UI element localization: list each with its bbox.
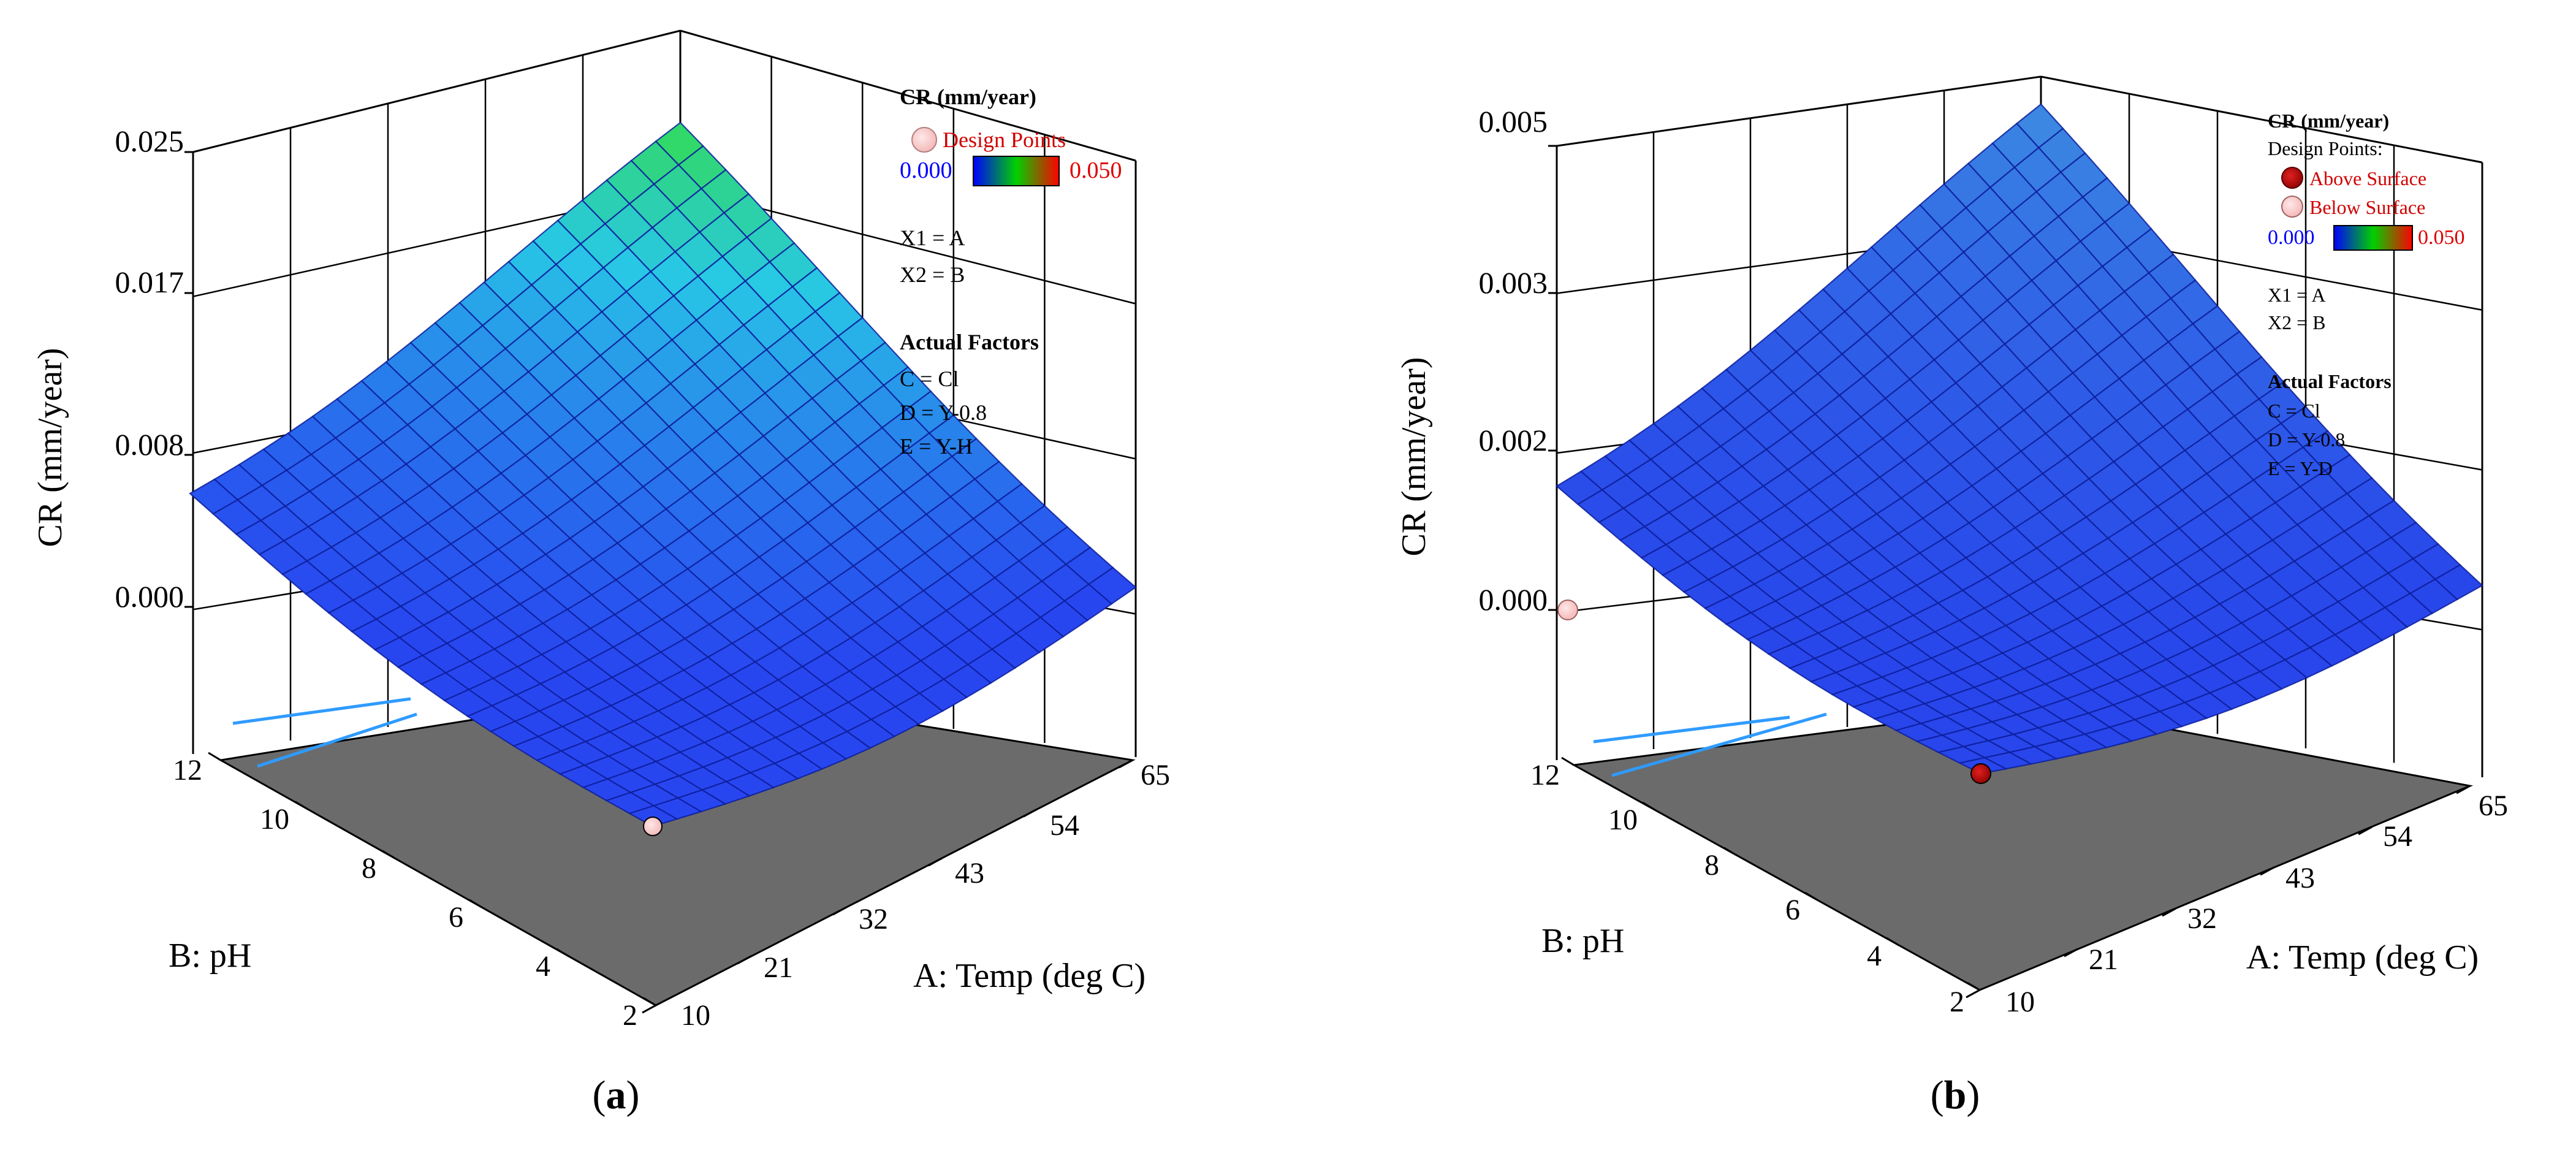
panel-b-x1-label: X1 = A bbox=[2268, 284, 2326, 306]
panel-b-scale-min: 0.000 bbox=[2268, 226, 2315, 249]
panel-b-design-point-above bbox=[1970, 763, 1991, 784]
panel-b-surface bbox=[1556, 103, 2483, 775]
panel-b-above-surface-marker bbox=[2281, 167, 2303, 189]
surface-cell bbox=[628, 805, 679, 828]
panel-a-y-tick: 10 bbox=[260, 803, 289, 836]
panel-a-x-tick-marks bbox=[642, 759, 1133, 1014]
panel-b-factor: E = Y-D bbox=[2268, 457, 2333, 479]
panel-b-y-tick-labels: 2 4 6 8 10 12 bbox=[1530, 759, 1964, 1018]
panel-a-y-axis-label: B: pH bbox=[169, 937, 251, 975]
panel-b-factor: D = Y-0.8 bbox=[2268, 428, 2345, 451]
panel-a-color-bar bbox=[973, 156, 1060, 186]
panel-a-factor: D = Y-0.8 bbox=[900, 400, 987, 425]
panel-a-design-points-marker bbox=[911, 127, 937, 153]
panel-b-z-tick: 0.003 bbox=[1479, 265, 1548, 300]
panel-b-x-axis-label: A: Temp (deg C) bbox=[2246, 939, 2479, 977]
panel-b-z-tick: 0.005 bbox=[1479, 104, 1548, 139]
panel-b-legend: CR (mm/year) Design Points: Above Surfac… bbox=[2268, 110, 2465, 479]
panel-b-x-tick-marks bbox=[1966, 785, 2471, 999]
panel-a-legend-title: CR (mm/year) bbox=[900, 85, 1036, 109]
panel-a-x-tick: 32 bbox=[859, 903, 888, 935]
panel-b-x-tick: 10 bbox=[2005, 986, 2035, 1018]
panel-b-below-surface-marker bbox=[2281, 196, 2303, 218]
panel-a-x-tick: 10 bbox=[681, 999, 710, 1032]
panel-b-x-tick: 65 bbox=[2479, 790, 2508, 822]
panel-b-legend-title: CR (mm/year) bbox=[2268, 110, 2389, 132]
panel-b-color-bar bbox=[2333, 225, 2413, 251]
panel-a-legend: CR (mm/year) Design Points 0.000 0.050 X… bbox=[900, 85, 1122, 459]
panel-b-y-tick: 12 bbox=[1530, 759, 1560, 791]
panel-a-y-tick: 6 bbox=[449, 901, 463, 934]
panel-a-y-tick-labels: 2 4 6 8 10 12 bbox=[173, 754, 637, 1032]
panel-b-factors-title: Actual Factors bbox=[2268, 370, 2392, 392]
panel-a-x-tick-labels: 10 21 32 43 54 65 bbox=[681, 759, 1170, 1032]
panel-b-factor: C = Cl bbox=[2268, 400, 2320, 422]
panel-a-design-points-label: Design Points bbox=[943, 128, 1066, 152]
panel-a-factors-title: Actual Factors bbox=[900, 330, 1039, 354]
panel-b-y-tick: 2 bbox=[1950, 986, 1964, 1018]
panel-a-scale-min: 0.000 bbox=[900, 158, 952, 183]
panel-a-z-tick: 0.000 bbox=[115, 579, 184, 614]
panel-b-x-tick: 21 bbox=[2089, 943, 2118, 976]
panel-b-design-points-title: Design Points: bbox=[2268, 137, 2383, 159]
panel-a-factor: E = Y-H bbox=[900, 434, 973, 459]
panel-b-y-tick: 10 bbox=[1608, 804, 1638, 836]
panel-a-surface bbox=[189, 121, 1137, 828]
panel-a-factor: C = Cl bbox=[900, 367, 959, 391]
panel-a-x-tick: 43 bbox=[955, 857, 984, 889]
panel-b-caption: (b) bbox=[1931, 1073, 1980, 1118]
panel-a-x-tick: 65 bbox=[1141, 759, 1170, 791]
panel-b-y-tick: 4 bbox=[1867, 940, 1882, 972]
panel-b-z-axis-label: CR (mm/year) bbox=[1395, 357, 1433, 556]
panel-b-z-tick: 0.000 bbox=[1479, 582, 1548, 617]
panel-b-y-axis-label: B: pH bbox=[1541, 922, 1624, 960]
panel-a-y-tick: 4 bbox=[536, 950, 550, 983]
panel-b-y-tick-marks bbox=[1561, 756, 1980, 991]
panel-a-scale-max: 0.050 bbox=[1070, 158, 1122, 183]
panel-a-y-tick: 8 bbox=[362, 852, 376, 885]
panel-a-y-tick: 12 bbox=[173, 754, 202, 786]
panel-a-x2-label: X2 = B bbox=[900, 262, 965, 287]
panel-a-z-tick: 0.025 bbox=[115, 124, 184, 158]
panel-b-y-tick: 6 bbox=[1785, 894, 1800, 926]
panel-b-x-tick: 54 bbox=[2383, 820, 2412, 853]
panel-a: 0.025 0.017 0.008 0.000 CR (mm/year) 10 … bbox=[31, 29, 1170, 1118]
panel-b-y-tick: 8 bbox=[1704, 849, 1719, 882]
panel-b-design-point-below bbox=[1557, 600, 1578, 620]
panel-b-below-surface-label: Below Surface bbox=[2309, 196, 2425, 218]
panel-a-z-ticks: 0.025 0.017 0.008 0.000 bbox=[115, 124, 184, 614]
panel-b-above-surface-label: Above Surface bbox=[2309, 167, 2426, 189]
panel-a-z-tick: 0.008 bbox=[115, 427, 184, 462]
panel-b-x-tick-labels: 10 21 32 43 54 65 bbox=[2005, 790, 2508, 1018]
panel-a-x-tick: 21 bbox=[764, 951, 793, 984]
panel-a-z-tick: 0.017 bbox=[115, 265, 184, 299]
panel-a-x-tick: 54 bbox=[1050, 809, 1079, 842]
panel-a-x1-label: X1 = A bbox=[900, 226, 965, 250]
panel-b-x2-label: X2 = B bbox=[2268, 311, 2326, 333]
panel-b: 0.005 0.003 0.002 0.000 CR (mm/year) 10 … bbox=[1395, 75, 2508, 1118]
panel-a-z-axis-label: CR (mm/year) bbox=[31, 348, 69, 547]
panel-a-y-tick: 2 bbox=[623, 999, 637, 1032]
panel-b-scale-max: 0.050 bbox=[2418, 226, 2465, 249]
panel-a-y-tick-marks bbox=[208, 752, 656, 1007]
panel-a-design-point bbox=[643, 817, 663, 836]
panel-a-caption: (a) bbox=[593, 1073, 640, 1118]
panel-b-x-tick: 43 bbox=[2285, 862, 2315, 894]
panel-b-z-ticks: 0.005 0.003 0.002 0.000 bbox=[1479, 104, 1548, 617]
panel-b-z-tick: 0.002 bbox=[1479, 423, 1548, 457]
panel-b-x-tick: 32 bbox=[2187, 902, 2217, 935]
panel-a-x-axis-label: A: Temp (deg C) bbox=[913, 957, 1146, 995]
